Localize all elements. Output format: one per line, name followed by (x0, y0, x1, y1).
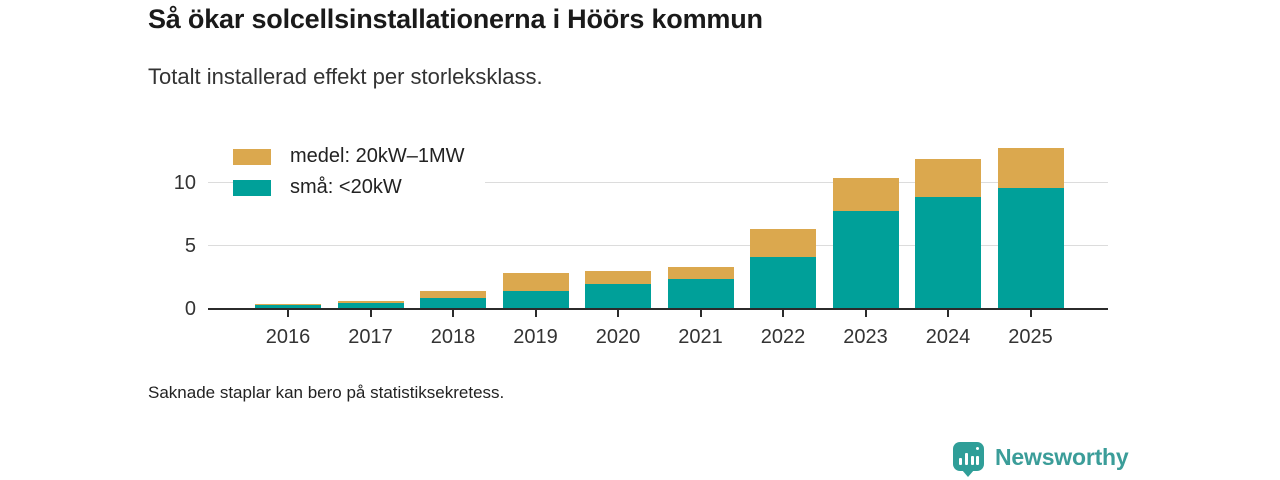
bar-2021 (667, 266, 734, 309)
bar-segment-2017 (337, 303, 404, 309)
x-axis-label-2021: 2021 (678, 326, 723, 348)
legend-label-sma: små: <20kW (290, 176, 402, 198)
bar-segment-2019 (502, 272, 569, 291)
chart-subtitle: Totalt installerad effekt per storlekskl… (148, 64, 543, 89)
x-axis-tick (1029, 310, 1032, 317)
x-axis-tick (287, 310, 289, 317)
y-axis-tick-label: 10 (173, 172, 196, 195)
bar-2020 (585, 271, 651, 309)
x-axis-label-2019: 2019 (513, 326, 558, 348)
bar-2025 (997, 148, 1064, 309)
gridline-y10 (208, 182, 1108, 184)
x-axis-label-2017: 2017 (348, 326, 393, 348)
x-axis-label-2016: 2016 (265, 326, 311, 348)
x-axis-label-2022: 2022 (760, 326, 806, 348)
bar-segment-2025 (997, 188, 1064, 309)
bar-segment-2018 (420, 298, 486, 309)
chart-footnote: Saknade staplar kan bero på statistiksek… (148, 383, 505, 402)
bar-2023 (832, 177, 899, 309)
bar-segment-2020 (585, 283, 651, 309)
legend: medel: 20kW–1MW små: <20kW (233, 141, 485, 203)
bar-segment-2020 (585, 271, 651, 284)
bar-2016 (255, 303, 321, 309)
bar-2024 (915, 159, 981, 309)
x-axis-label-2020: 2020 (595, 326, 641, 348)
legend-swatch-medel (233, 148, 271, 165)
x-axis-tick (947, 310, 949, 317)
y-axis-tick-label: 0 (184, 298, 196, 320)
bar-segment-2023 (832, 177, 899, 211)
bar-segment-2016 (255, 305, 321, 309)
x-axis-label-2023: 2023 (843, 326, 888, 348)
brand-name: Newsworthy (995, 444, 1129, 470)
bar-segment-2019 (502, 290, 569, 309)
x-axis-label-2025: 2025 (1008, 326, 1053, 348)
bar-segment-2025 (997, 148, 1064, 189)
bar-2018 (420, 291, 486, 309)
bar-segment-2022 (750, 256, 816, 309)
gridline-y5 (208, 245, 1108, 247)
bar-2017 (337, 301, 404, 309)
x-axis-label-2024: 2024 (925, 326, 971, 348)
y-axis-tick-label: 5 (184, 235, 196, 258)
legend-swatch-sma (233, 179, 271, 196)
newsworthy-bubble-chart-icon (953, 442, 984, 477)
legend-item-sma: små: <20kW (233, 172, 485, 203)
x-axis-tick (699, 310, 702, 317)
plot-area: 0 5 10 2016 2017 2018 2019 2020 2021 2022 2023 2024… (174, 120, 1108, 348)
bar-segment-2021 (667, 266, 734, 280)
x-axis-tick (782, 310, 784, 317)
x-axis-tick (617, 310, 619, 317)
x-axis-tick (534, 310, 537, 317)
legend-item-medel: medel: 20kW–1MW (233, 141, 485, 172)
x-axis-label-2018: 2018 (430, 326, 476, 348)
x-axis-tick (864, 310, 867, 317)
bar-2022 (750, 229, 816, 309)
bar-segment-2017 (337, 301, 404, 304)
bar-segment-2018 (420, 291, 486, 299)
bar-segment-2022 (750, 229, 816, 257)
chart-title: Så ökar solcellsinstallationerna i Höörs… (148, 4, 763, 34)
bar-segment-2024 (915, 197, 981, 309)
bar-segment-2023 (832, 210, 899, 309)
bar-segment-2016 (255, 303, 321, 306)
brand-logo: Newsworthy (953, 442, 1129, 477)
bar-segment-2021 (667, 279, 734, 309)
x-axis-tick (369, 310, 372, 317)
bar-2019 (502, 272, 569, 309)
bar-segment-2024 (915, 159, 981, 198)
x-axis-line (208, 308, 1108, 310)
legend-label-medel: medel: 20kW–1MW (290, 145, 465, 167)
x-axis-tick (452, 310, 454, 317)
